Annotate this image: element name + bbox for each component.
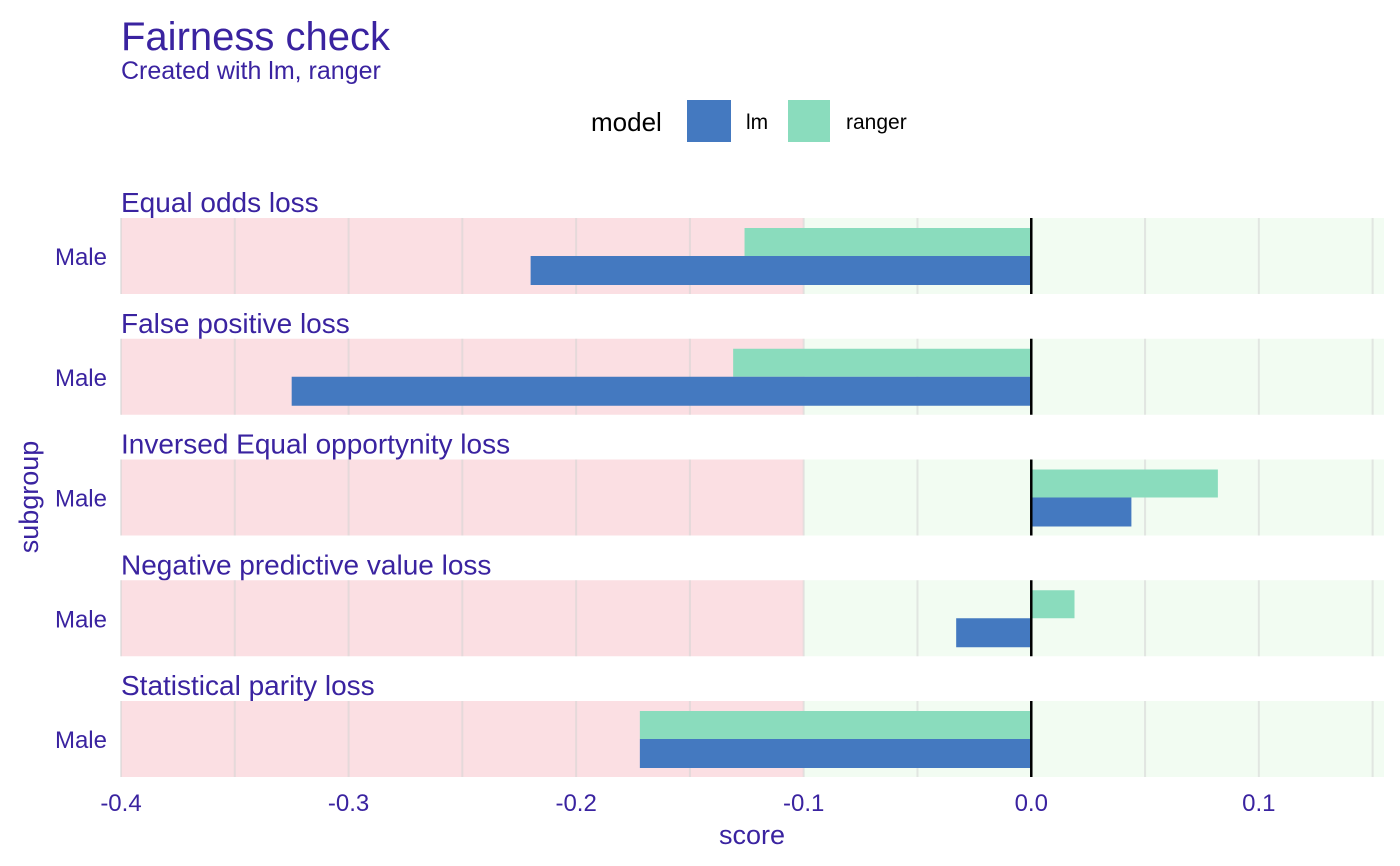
legend-swatch-lm <box>687 100 731 142</box>
legend: model lm ranger <box>591 100 907 142</box>
plot-area: Equal odds loss Male False positive loss Ma… <box>55 187 1384 777</box>
y-tick-label: Male <box>55 365 107 392</box>
facet-title: Equal odds loss <box>121 187 319 218</box>
y-tick-label: Male <box>55 606 107 633</box>
facet-title: False positive loss <box>121 308 350 339</box>
bar-lm <box>530 256 1032 285</box>
facet-panel: Negative predictive value loss Male <box>55 549 1384 657</box>
legend-label-lm: lm <box>746 111 768 134</box>
bar-ranger <box>1031 590 1075 619</box>
bar-lm <box>291 376 1032 406</box>
bar-lm <box>956 618 1032 648</box>
legend-title: model <box>591 107 662 137</box>
facet-panel: Statistical parity loss Male <box>55 670 1384 777</box>
facet-panel: Inversed Equal opportynity loss Male <box>55 429 1384 536</box>
x-tick-label: -0.2 <box>555 790 596 817</box>
y-tick-label: Male <box>55 727 107 754</box>
legend-label-ranger: ranger <box>846 111 907 134</box>
fair-zone <box>803 580 1384 657</box>
x-tick-label: 0.0 <box>1015 790 1048 817</box>
chart-subtitle: Created with lm, ranger <box>121 57 381 85</box>
facet-title: Inversed Equal opportynity loss <box>121 429 510 460</box>
x-tick-label: -0.3 <box>328 790 369 817</box>
y-tick-label: Male <box>55 244 107 271</box>
facet-title: Negative predictive value loss <box>121 549 491 580</box>
bar-lm <box>639 739 1032 768</box>
facet-panel: Equal odds loss Male <box>55 187 1384 294</box>
bar-lm <box>1031 497 1132 527</box>
chart-title: Fairness check <box>121 15 391 59</box>
x-axis: -0.4 -0.3 -0.2 -0.1 0.0 0.1 <box>100 790 1275 817</box>
bar-ranger <box>744 228 1032 256</box>
x-axis-title: score <box>719 820 785 850</box>
y-tick-label: Male <box>55 486 107 513</box>
bar-ranger <box>639 711 1032 739</box>
x-tick-label: -0.1 <box>783 790 824 817</box>
x-tick-label: 0.1 <box>1242 790 1275 817</box>
legend-swatch-ranger <box>788 100 830 142</box>
facet-title: Statistical parity loss <box>121 670 375 701</box>
facet-panel: False positive loss Male <box>55 308 1384 415</box>
bar-ranger <box>733 348 1032 377</box>
y-axis-title: subgroup <box>14 441 44 554</box>
bar-ranger <box>1031 469 1218 498</box>
x-tick-label: -0.4 <box>100 790 141 817</box>
